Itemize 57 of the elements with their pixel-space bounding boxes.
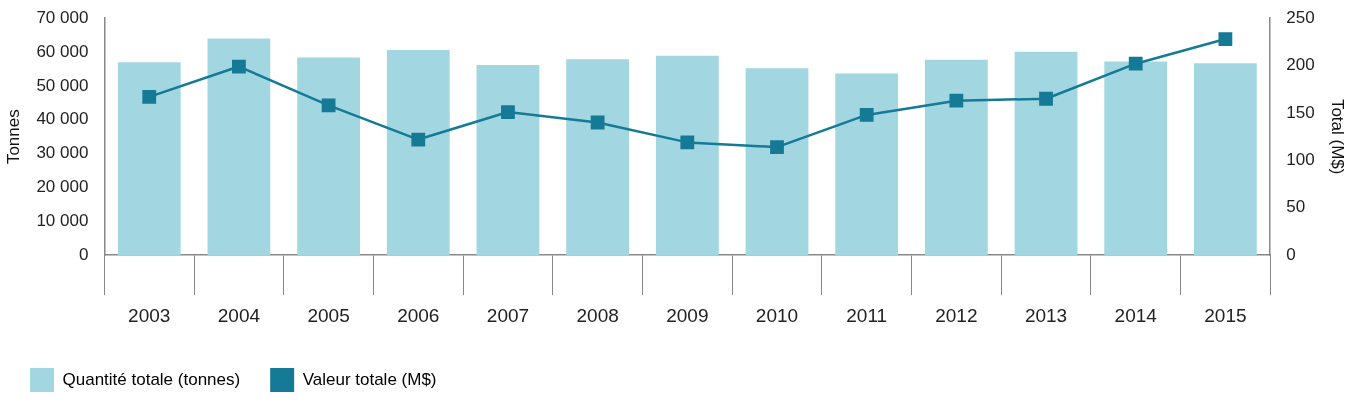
x-tick-label: 2015 bbox=[1204, 304, 1247, 326]
point bbox=[590, 115, 605, 130]
point bbox=[1039, 91, 1053, 106]
x-tick-label: 2011 bbox=[846, 304, 888, 326]
x-tick-label: 2009 bbox=[666, 304, 709, 326]
point bbox=[859, 107, 874, 122]
y-tick-label: 60 000 bbox=[36, 41, 89, 61]
bar bbox=[745, 68, 809, 256]
bar bbox=[386, 50, 450, 256]
y2-tick-label: 250 bbox=[1286, 7, 1315, 27]
x-tick-label: 2013 bbox=[1024, 304, 1068, 326]
bar bbox=[566, 59, 630, 256]
bar bbox=[655, 55, 719, 256]
y-axis-title: Tonnes bbox=[3, 109, 23, 165]
bar bbox=[476, 64, 540, 256]
x-tick-label: 2010 bbox=[755, 304, 799, 326]
bar bbox=[117, 62, 181, 256]
bar bbox=[1014, 51, 1078, 256]
bar bbox=[207, 38, 271, 256]
y-tick-label: 50 000 bbox=[36, 75, 89, 95]
point bbox=[142, 89, 157, 104]
y-tick-label: 70 000 bbox=[36, 7, 89, 27]
bar bbox=[297, 57, 360, 256]
y2-tick-label: 0 bbox=[1286, 244, 1296, 264]
x-tick-label: 2003 bbox=[128, 304, 171, 326]
y-tick-label: 40 000 bbox=[36, 109, 89, 129]
bar bbox=[924, 59, 988, 256]
y2-tick-label: 200 bbox=[1286, 55, 1315, 75]
y-tick-label: 20 000 bbox=[36, 177, 89, 197]
y-tick-label: 30 000 bbox=[36, 143, 89, 163]
point bbox=[770, 140, 784, 155]
x-tick-label: 2005 bbox=[307, 304, 350, 326]
point bbox=[321, 98, 336, 113]
y-tick-label: 0 bbox=[78, 244, 89, 264]
point bbox=[411, 132, 426, 147]
legend-label: Valeur totale (M$) bbox=[302, 369, 437, 389]
bar bbox=[835, 73, 899, 256]
point bbox=[949, 93, 964, 108]
x-tick-label: 2007 bbox=[486, 304, 530, 326]
point bbox=[1128, 56, 1143, 71]
point bbox=[232, 59, 246, 74]
bar bbox=[1104, 61, 1168, 256]
x-tick-label: 2004 bbox=[217, 304, 261, 326]
legend-label: Quantité totale (tonnes) bbox=[62, 369, 241, 389]
point bbox=[1218, 32, 1233, 46]
x-tick-label: 2008 bbox=[576, 304, 619, 326]
x-tick-label: 2014 bbox=[1114, 304, 1158, 326]
y2-tick-label: 50 bbox=[1286, 197, 1306, 217]
bar bbox=[1194, 63, 1257, 256]
x-tick-label: 2012 bbox=[935, 304, 978, 326]
x-tick-label: 2006 bbox=[397, 304, 440, 326]
point bbox=[680, 135, 695, 150]
y-tick-label: 10 000 bbox=[36, 211, 89, 231]
y2-axis-title: Total (M$) bbox=[1328, 98, 1348, 175]
point bbox=[501, 105, 515, 119]
y2-tick-label: 150 bbox=[1286, 102, 1315, 122]
y2-tick-label: 100 bbox=[1286, 150, 1315, 170]
